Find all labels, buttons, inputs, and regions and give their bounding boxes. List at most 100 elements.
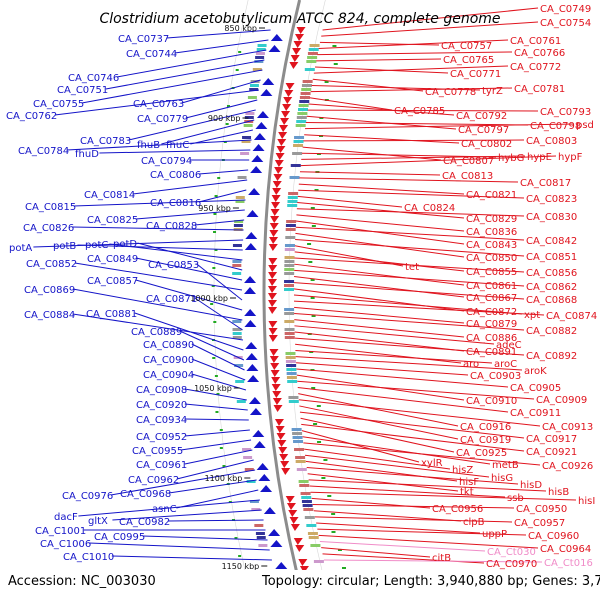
gene-label[interactable]: CA_C0784 bbox=[18, 146, 69, 157]
gene-label[interactable]: CA_C0794 bbox=[141, 156, 192, 167]
gene-label[interactable]: xylR bbox=[421, 458, 443, 469]
gene-label[interactable]: potD bbox=[113, 239, 137, 250]
gene-label[interactable]: CA_C0879 bbox=[466, 319, 517, 330]
gene-label[interactable]: dacF bbox=[54, 512, 78, 523]
gene-label[interactable]: CA_C0765 bbox=[443, 55, 494, 66]
gene-label[interactable]: CA_C0900 bbox=[143, 355, 194, 366]
gene-label[interactable]: CA_C0850 bbox=[466, 253, 517, 264]
gene-label[interactable]: CA_C0920 bbox=[136, 400, 187, 411]
gene-label[interactable]: CA_C0856 bbox=[526, 268, 577, 279]
gene-label[interactable]: hybG bbox=[498, 153, 524, 164]
gene-label[interactable]: fhuC bbox=[166, 140, 189, 151]
gene-label[interactable]: CA_C0882 bbox=[526, 326, 577, 337]
gene-label[interactable]: CA_C0792 bbox=[456, 111, 507, 122]
gene-label[interactable]: CA_C0913 bbox=[542, 422, 593, 433]
gene-label[interactable]: potC bbox=[85, 240, 108, 251]
gene-label[interactable]: CA_C0746 bbox=[68, 73, 119, 84]
gene-label[interactable]: CA_C0803 bbox=[526, 136, 577, 147]
gene-label[interactable]: CA_C0762 bbox=[6, 111, 57, 122]
gene-label[interactable]: CA_C0957 bbox=[514, 518, 565, 529]
gene-label[interactable]: CA_C0908 bbox=[136, 385, 187, 396]
gene-label[interactable]: CA_C0962 bbox=[128, 475, 179, 486]
gene-label[interactable]: CA_C0825 bbox=[87, 215, 138, 226]
gene-label[interactable]: CA_C0916 bbox=[460, 422, 511, 433]
gene-label[interactable]: CA_C0862 bbox=[526, 282, 577, 293]
gene-label[interactable]: CA_C0910 bbox=[466, 396, 517, 407]
gene-label[interactable]: CA_C0952 bbox=[136, 432, 187, 443]
gene-label[interactable]: CA_C0830 bbox=[526, 212, 577, 223]
gene-label[interactable]: CA_C0857 bbox=[87, 276, 138, 287]
gene-label[interactable]: potA bbox=[9, 243, 32, 254]
gene-label[interactable]: CA_C0921 bbox=[526, 447, 577, 458]
gene-label[interactable]: CA_C0737 bbox=[118, 34, 169, 45]
gene-label[interactable]: CA_C0816 bbox=[150, 198, 201, 209]
gene-label[interactable]: CA_C0849 bbox=[87, 254, 138, 265]
gene-label[interactable]: hisD bbox=[520, 480, 542, 491]
gene-label[interactable]: aro bbox=[463, 359, 479, 370]
gene-label[interactable]: CA_C0815 bbox=[25, 202, 76, 213]
gene-label[interactable]: CA_C0755 bbox=[33, 99, 84, 110]
gene-label[interactable]: CA_C0751 bbox=[57, 85, 108, 96]
gene-label[interactable]: potB bbox=[53, 241, 76, 252]
gene-label[interactable]: CA_C0828 bbox=[146, 221, 197, 232]
gene-label[interactable]: CA_C0785 bbox=[394, 106, 445, 117]
gene-label[interactable]: CA_C0749 bbox=[540, 4, 591, 15]
gene-label[interactable]: CA_C0778 bbox=[425, 87, 476, 98]
gene-label[interactable]: CA_C0757 bbox=[441, 41, 492, 52]
gene-label[interactable]: CA_C0868 bbox=[526, 295, 577, 306]
gene-label[interactable]: CA_C0968 bbox=[120, 489, 171, 500]
gene-label[interactable]: CA_C0960 bbox=[528, 531, 579, 542]
gene-label[interactable]: CA_C1010 bbox=[63, 552, 114, 563]
gene-label[interactable]: CA_C0807 bbox=[443, 156, 494, 167]
gene-label[interactable]: CA_C0813 bbox=[442, 171, 493, 182]
gene-label[interactable]: CA_C0934 bbox=[136, 415, 187, 426]
gene-label[interactable]: hisZ bbox=[452, 465, 473, 476]
gene-label[interactable]: CA_C0905 bbox=[510, 383, 561, 394]
gene-label[interactable]: CA_C0798 bbox=[530, 121, 581, 132]
gene-label[interactable]: psd bbox=[576, 120, 594, 131]
gene-label[interactable]: hisI bbox=[578, 496, 595, 507]
gene-label[interactable]: CA_C0861 bbox=[466, 281, 517, 292]
gene-label[interactable]: CA_C0867 bbox=[466, 293, 517, 304]
gene-label[interactable]: xpt bbox=[524, 310, 540, 321]
gene-label[interactable]: CA_C0995 bbox=[94, 532, 145, 543]
gene-label[interactable]: CA_C0824 bbox=[404, 203, 455, 214]
gene-label[interactable]: CA_C0891 bbox=[466, 347, 517, 358]
gene-label[interactable]: CA_C0829 bbox=[466, 214, 517, 225]
gene-label[interactable]: CA_C0766 bbox=[514, 48, 565, 59]
gene-label[interactable]: CA_C0919 bbox=[460, 435, 511, 446]
gene-label[interactable]: CA_C0871 bbox=[146, 294, 197, 305]
gene-label[interactable]: CA_C0852 bbox=[26, 259, 77, 270]
gene-label[interactable]: CA_C0851 bbox=[526, 252, 577, 263]
gene-label[interactable]: CA_C0961 bbox=[136, 460, 187, 471]
gene-label[interactable]: aroC bbox=[494, 359, 517, 370]
gene-label[interactable]: CA_C0889 bbox=[131, 327, 182, 338]
gene-label[interactable]: CA_C0772 bbox=[510, 62, 561, 73]
gene-label[interactable]: adeC bbox=[496, 340, 522, 351]
gene-label[interactable]: CA_C0802 bbox=[461, 139, 512, 150]
gene-label[interactable]: tyrZ bbox=[482, 86, 503, 97]
gene-label[interactable]: CA_C0842 bbox=[526, 236, 577, 247]
gene-label[interactable]: CA_C0754 bbox=[540, 18, 591, 29]
gene-label[interactable]: tet bbox=[405, 262, 419, 273]
gene-label[interactable]: CA_C0881 bbox=[86, 309, 137, 320]
gene-label[interactable]: tkt bbox=[460, 487, 474, 498]
gene-label[interactable]: CA_C0855 bbox=[466, 267, 517, 278]
gene-label[interactable]: CA_Ct030 bbox=[487, 547, 536, 558]
gene-label[interactable]: CA_C0823 bbox=[526, 194, 577, 205]
gene-label[interactable]: CA_C0874 bbox=[546, 311, 597, 322]
gene-label[interactable]: CA_C0909 bbox=[536, 395, 587, 406]
gene-label[interactable]: fhuD bbox=[75, 149, 99, 160]
gene-label[interactable]: CA_C0797 bbox=[458, 125, 509, 136]
gene-label[interactable]: CA_C0911 bbox=[510, 408, 561, 419]
gene-label[interactable]: CA_C0814 bbox=[84, 190, 135, 201]
gene-label[interactable]: CA_C0821 bbox=[466, 190, 517, 201]
gene-label[interactable]: CA_C0917 bbox=[526, 434, 577, 445]
gene-label[interactable]: CA_C0793 bbox=[540, 107, 591, 118]
gene-label[interactable]: fhuB bbox=[137, 140, 160, 151]
gene-label[interactable]: hisG bbox=[491, 473, 513, 484]
gene-label[interactable]: metB bbox=[492, 460, 519, 471]
gene-label[interactable]: hisB bbox=[548, 487, 569, 498]
gene-label[interactable]: CA_C0890 bbox=[143, 340, 194, 351]
gene-label[interactable]: CA_Ct016 bbox=[544, 558, 593, 569]
